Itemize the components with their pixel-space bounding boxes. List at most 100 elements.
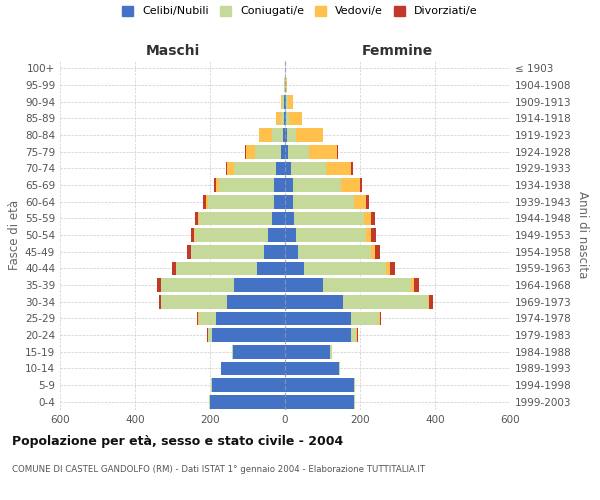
Bar xyxy=(194,228,195,242)
Bar xyxy=(386,262,390,275)
Bar xyxy=(413,278,419,292)
Bar xyxy=(287,95,293,108)
Bar xyxy=(172,262,176,275)
Bar xyxy=(286,78,287,92)
Bar xyxy=(259,128,272,142)
Bar xyxy=(427,295,430,308)
Bar xyxy=(268,228,285,242)
Bar xyxy=(326,162,350,175)
Bar xyxy=(285,145,288,158)
Bar xyxy=(187,245,191,258)
Bar xyxy=(281,145,285,158)
Bar xyxy=(176,262,257,275)
Bar xyxy=(203,195,206,208)
Bar xyxy=(285,178,293,192)
Bar xyxy=(355,195,365,208)
Bar xyxy=(371,228,376,242)
Bar xyxy=(285,378,355,392)
Bar xyxy=(285,95,286,108)
Bar xyxy=(272,128,283,142)
Bar xyxy=(281,112,284,125)
Bar xyxy=(209,395,210,408)
Bar xyxy=(195,212,198,225)
Bar xyxy=(308,145,337,158)
Bar xyxy=(293,178,341,192)
Bar xyxy=(220,178,274,192)
Bar xyxy=(157,278,161,292)
Bar xyxy=(198,312,199,325)
Bar xyxy=(304,262,386,275)
Bar xyxy=(375,245,380,258)
Bar xyxy=(215,178,220,192)
Bar xyxy=(285,162,290,175)
Bar xyxy=(285,112,286,125)
Bar xyxy=(221,362,285,375)
Bar xyxy=(211,378,212,392)
Bar xyxy=(285,278,323,292)
Bar xyxy=(195,228,268,242)
Bar xyxy=(233,345,285,358)
Bar xyxy=(212,328,285,342)
Bar xyxy=(215,312,285,325)
Bar xyxy=(235,278,285,292)
Bar xyxy=(296,128,323,142)
Bar xyxy=(430,295,433,308)
Bar xyxy=(285,395,355,408)
Bar xyxy=(350,328,356,342)
Bar xyxy=(257,262,285,275)
Bar xyxy=(285,128,287,142)
Bar xyxy=(364,212,371,225)
Bar xyxy=(356,328,357,342)
Bar xyxy=(284,112,285,125)
Bar xyxy=(158,295,161,308)
Bar xyxy=(206,195,208,208)
Bar xyxy=(161,295,227,308)
Bar xyxy=(343,295,427,308)
Bar xyxy=(295,212,364,225)
Text: COMUNE DI CASTEL GANDOLFO (RM) - Dati ISTAT 1° gennaio 2004 - Elaborazione TUTTI: COMUNE DI CASTEL GANDOLFO (RM) - Dati IS… xyxy=(12,465,425,474)
Bar xyxy=(285,312,350,325)
Bar xyxy=(293,195,355,208)
Bar xyxy=(232,345,233,358)
Bar xyxy=(288,145,308,158)
Bar xyxy=(341,178,360,192)
Bar xyxy=(285,262,304,275)
Bar xyxy=(285,295,343,308)
Text: Maschi: Maschi xyxy=(145,44,200,58)
Text: Femmine: Femmine xyxy=(362,44,433,58)
Bar xyxy=(227,162,235,175)
Bar xyxy=(281,95,283,108)
Legend: Celibi/Nubili, Coniugati/e, Vedovi/e, Divorziati/e: Celibi/Nubili, Coniugati/e, Vedovi/e, Di… xyxy=(122,6,478,16)
Bar xyxy=(365,195,368,208)
Bar xyxy=(285,212,295,225)
Bar xyxy=(380,312,382,325)
Y-axis label: Anni di nascita: Anni di nascita xyxy=(576,192,589,278)
Bar xyxy=(226,162,227,175)
Bar xyxy=(274,195,285,208)
Bar xyxy=(286,95,287,108)
Bar xyxy=(365,228,371,242)
Bar xyxy=(285,195,293,208)
Bar xyxy=(410,278,413,292)
Bar xyxy=(283,128,285,142)
Bar xyxy=(199,312,215,325)
Bar xyxy=(350,312,379,325)
Bar xyxy=(290,162,326,175)
Y-axis label: Fasce di età: Fasce di età xyxy=(8,200,21,270)
Bar xyxy=(210,395,285,408)
Bar xyxy=(283,95,284,108)
Bar xyxy=(227,295,285,308)
Bar xyxy=(371,212,375,225)
Bar xyxy=(360,178,362,192)
Bar xyxy=(357,328,358,342)
Bar xyxy=(275,112,281,125)
Bar xyxy=(265,245,285,258)
Bar xyxy=(199,212,272,225)
Bar xyxy=(245,145,255,158)
Bar xyxy=(330,345,332,358)
Bar xyxy=(379,312,380,325)
Bar xyxy=(296,228,365,242)
Bar xyxy=(161,278,235,292)
Bar xyxy=(212,378,285,392)
Bar xyxy=(275,162,285,175)
